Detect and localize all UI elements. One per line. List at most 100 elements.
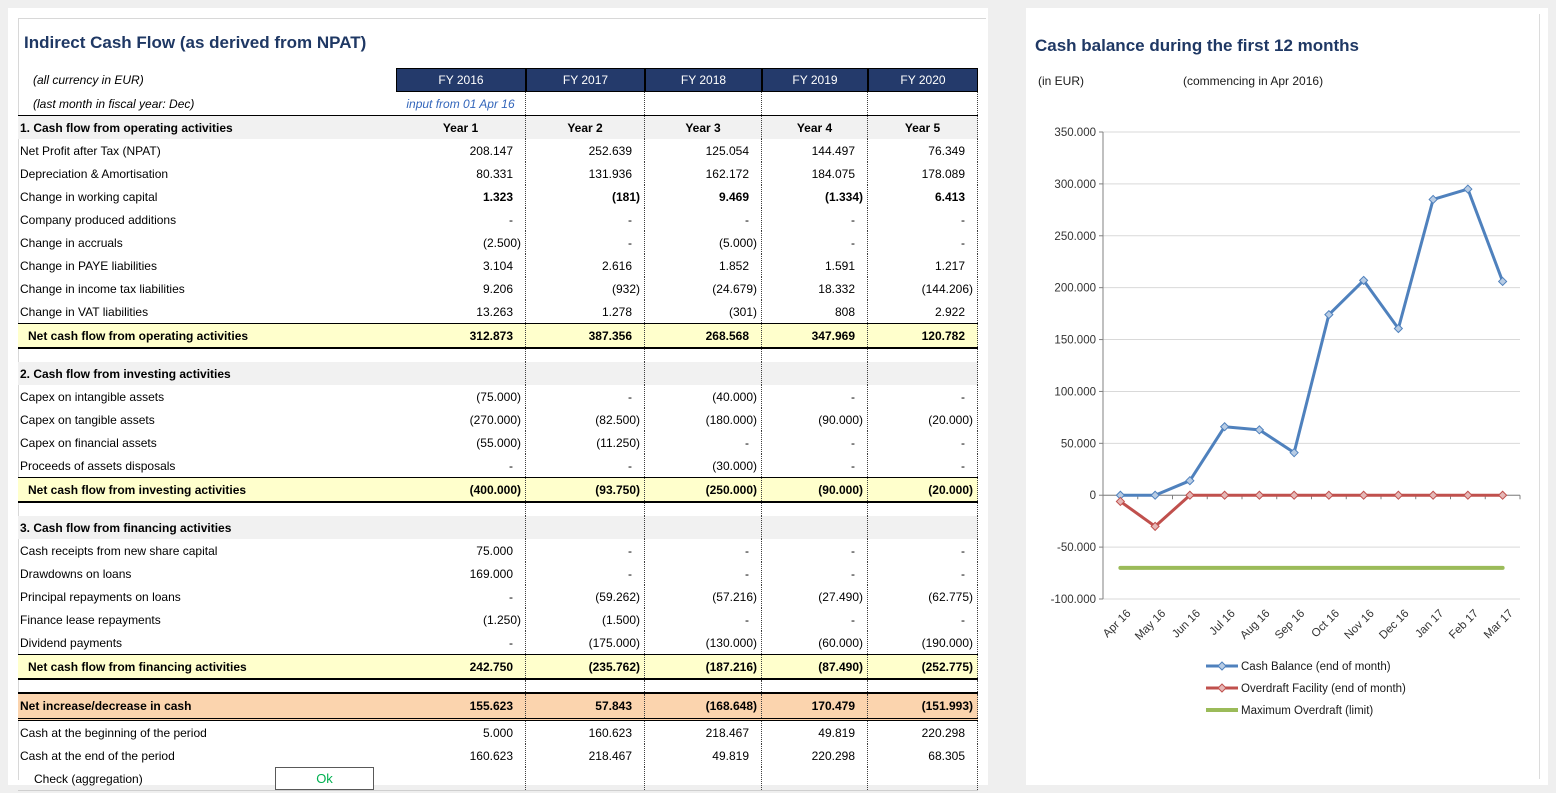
- value-cell[interactable]: (190.000): [868, 631, 978, 654]
- row-label[interactable]: Net Profit after Tax (NPAT): [20, 143, 161, 158]
- subtotal-label[interactable]: Net cash flow from investing activities: [28, 482, 247, 497]
- net-change-value-cell[interactable]: (151.993): [868, 694, 978, 718]
- subtotal-value-cell[interactable]: 242.750: [396, 655, 526, 678]
- empty-cell[interactable]: [645, 362, 762, 385]
- value-cell[interactable]: -: [868, 562, 978, 585]
- spacer-cell[interactable]: [868, 503, 978, 516]
- spacer-cell[interactable]: [526, 349, 645, 362]
- value-cell[interactable]: (5.000): [645, 231, 762, 254]
- value-cell[interactable]: 131.936: [526, 162, 645, 185]
- value-cell[interactable]: 49.819: [762, 721, 868, 744]
- row-label[interactable]: Capex on tangible assets: [20, 412, 155, 427]
- spacer[interactable]: [18, 503, 396, 516]
- value-cell[interactable]: (55.000): [396, 431, 526, 454]
- value-cell[interactable]: (130.000): [645, 631, 762, 654]
- value-cell[interactable]: 1.591: [762, 254, 868, 277]
- subtotal-value-cell[interactable]: 387.356: [526, 324, 645, 347]
- value-cell[interactable]: -: [868, 454, 978, 477]
- value-cell[interactable]: (59.262): [526, 585, 645, 608]
- value-cell[interactable]: (82.500): [526, 408, 645, 431]
- value-cell[interactable]: (181): [526, 185, 645, 208]
- spacer-cell[interactable]: [762, 503, 868, 516]
- value-cell[interactable]: 208.147: [396, 139, 526, 162]
- value-cell[interactable]: (301): [645, 300, 762, 323]
- row-label[interactable]: Change in accruals: [20, 235, 123, 250]
- value-cell[interactable]: -: [762, 385, 868, 408]
- value-cell[interactable]: 80.331: [396, 162, 526, 185]
- value-cell[interactable]: -: [396, 631, 526, 654]
- subtotal-value-cell[interactable]: (93.750): [526, 478, 645, 501]
- value-cell[interactable]: (60.000): [762, 631, 868, 654]
- check-label[interactable]: Check (aggregation): [34, 771, 143, 786]
- value-cell[interactable]: 75.000: [396, 539, 526, 562]
- value-cell[interactable]: -: [526, 562, 645, 585]
- value-cell[interactable]: (30.000): [645, 454, 762, 477]
- value-cell[interactable]: 1.217: [868, 254, 978, 277]
- spacer-cell[interactable]: [526, 503, 645, 516]
- value-cell[interactable]: 49.819: [645, 744, 762, 767]
- value-cell[interactable]: 125.054: [645, 139, 762, 162]
- empty-cell[interactable]: [762, 516, 868, 539]
- value-cell[interactable]: -: [526, 231, 645, 254]
- value-cell[interactable]: 184.075: [762, 162, 868, 185]
- subtotal-value-cell[interactable]: (235.762): [526, 655, 645, 678]
- value-cell[interactable]: (11.250): [526, 431, 645, 454]
- spacer-cell[interactable]: [396, 349, 526, 362]
- empty-cell[interactable]: [868, 767, 978, 790]
- value-cell[interactable]: (144.206): [868, 277, 978, 300]
- empty-cell[interactable]: [396, 516, 526, 539]
- spacer-cell[interactable]: [645, 680, 762, 692]
- value-cell[interactable]: (180.000): [645, 408, 762, 431]
- value-cell[interactable]: (270.000): [396, 408, 526, 431]
- value-cell[interactable]: 1.323: [396, 185, 526, 208]
- input-note-cell[interactable]: input from 01 Apr 16: [396, 92, 526, 115]
- value-cell[interactable]: 1.852: [645, 254, 762, 277]
- value-cell[interactable]: 220.298: [762, 744, 868, 767]
- value-cell[interactable]: -: [868, 208, 978, 231]
- subtotal-value-cell[interactable]: 268.568: [645, 324, 762, 347]
- empty-cell[interactable]: [762, 362, 868, 385]
- spacer[interactable]: [18, 349, 396, 362]
- net-change-label[interactable]: Net increase/decrease in cash: [20, 699, 192, 713]
- row-label[interactable]: Cash receipts from new share capital: [20, 543, 218, 558]
- subtotal-value-cell[interactable]: (87.490): [762, 655, 868, 678]
- spacer-cell[interactable]: [868, 349, 978, 362]
- value-cell[interactable]: (175.000): [526, 631, 645, 654]
- year-header-cell[interactable]: Year 1: [396, 116, 526, 139]
- value-cell[interactable]: 160.623: [526, 721, 645, 744]
- value-cell[interactable]: (62.775): [868, 585, 978, 608]
- net-change-value-cell[interactable]: (168.648): [645, 694, 762, 718]
- empty-cell[interactable]: [645, 92, 762, 115]
- value-cell[interactable]: -: [762, 608, 868, 631]
- value-cell[interactable]: (1.250): [396, 608, 526, 631]
- row-label[interactable]: Capex on intangible assets: [20, 389, 165, 404]
- subtotal-value-cell[interactable]: (187.216): [645, 655, 762, 678]
- fy-header-cell[interactable]: FY 2017: [526, 68, 645, 92]
- empty-cell[interactable]: [645, 767, 762, 790]
- value-cell[interactable]: -: [762, 454, 868, 477]
- value-cell[interactable]: -: [762, 231, 868, 254]
- year-header-cell[interactable]: Year 2: [526, 116, 645, 139]
- subtotal-value-cell[interactable]: (250.000): [645, 478, 762, 501]
- value-cell[interactable]: 218.467: [526, 744, 645, 767]
- spacer[interactable]: [18, 680, 396, 692]
- value-cell[interactable]: (90.000): [762, 408, 868, 431]
- value-cell[interactable]: 218.467: [645, 721, 762, 744]
- value-cell[interactable]: 144.497: [762, 139, 868, 162]
- value-cell[interactable]: -: [762, 431, 868, 454]
- empty-cell[interactable]: [868, 362, 978, 385]
- subtotal-label[interactable]: Net cash flow from operating activities: [28, 328, 249, 343]
- spacer-cell[interactable]: [396, 680, 526, 692]
- empty-cell[interactable]: [526, 362, 645, 385]
- value-cell[interactable]: 1.278: [526, 300, 645, 323]
- fy-header-cell[interactable]: FY 2020: [868, 68, 978, 92]
- value-cell[interactable]: -: [396, 454, 526, 477]
- empty-cell[interactable]: [762, 767, 868, 790]
- row-label[interactable]: Drawdowns on loans: [20, 566, 132, 581]
- row-label[interactable]: Dividend payments: [20, 635, 123, 650]
- year-header-cell[interactable]: Year 3: [645, 116, 762, 139]
- value-cell[interactable]: -: [645, 431, 762, 454]
- value-cell[interactable]: 169.000: [396, 562, 526, 585]
- row-label[interactable]: Depreciation & Amortisation: [20, 166, 169, 181]
- subtotal-value-cell[interactable]: 312.873: [396, 324, 526, 347]
